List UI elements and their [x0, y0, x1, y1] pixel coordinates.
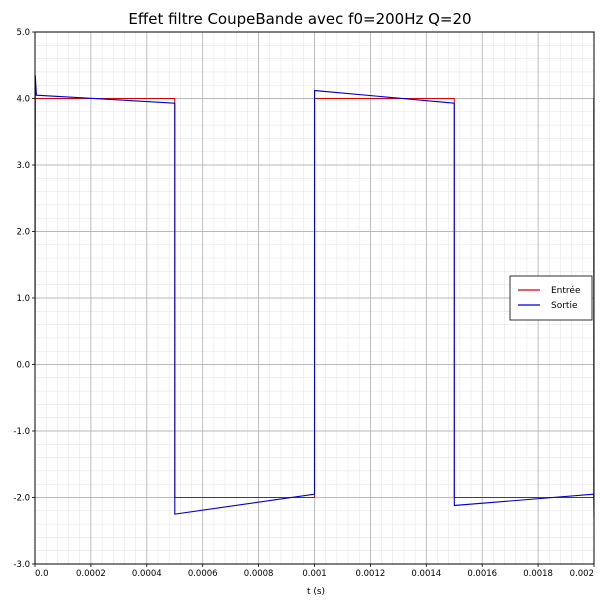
- legend-label-sortie: Sortie: [551, 301, 578, 311]
- y-tick-label: 5.0: [16, 28, 30, 38]
- y-tick-label: -2.0: [13, 494, 30, 504]
- y-tick-label: 3.0: [16, 161, 30, 171]
- y-tick-label: 0.0: [16, 361, 30, 371]
- legend-box: [509, 275, 593, 321]
- ticks: 0.0 0.0002 0.0004 0.0006 0.0008 0.001 0.0012 0.…: [13, 28, 595, 579]
- x-tick-label: 0.0018: [523, 569, 553, 579]
- chart-title: Effet filtre CoupeBande avec f0=200Hz Q=…: [128, 10, 471, 28]
- y-tick-label: -1.0: [13, 427, 30, 437]
- x-axis-label: t (s): [307, 587, 325, 597]
- x-tick-label: 0.0014: [411, 569, 441, 579]
- x-tick-label: 0.0016: [467, 569, 497, 579]
- x-tick-label: 0.0008: [244, 569, 274, 579]
- x-tick-label: 0.0002: [76, 569, 106, 579]
- series-line-sortie: [34, 75, 595, 518]
- x-tick-label: 0.0006: [188, 569, 218, 579]
- y-tick-label: 4.0: [16, 95, 30, 105]
- x-tick-label: 0.0: [35, 569, 49, 579]
- y-tick-label: -3.0: [13, 560, 30, 570]
- y-tick-label: 2.0: [16, 228, 30, 238]
- legend-label-entree: Entrée: [551, 285, 581, 296]
- x-tick-label: 0.002: [570, 569, 594, 579]
- x-tick-label: 0.0012: [356, 569, 386, 579]
- legend: Entrée Sortie: [509, 275, 593, 321]
- x-tick-label: 0.0004: [132, 569, 162, 579]
- y-tick-label: 1.0: [16, 294, 30, 304]
- x-tick-label: 0.001: [302, 569, 326, 579]
